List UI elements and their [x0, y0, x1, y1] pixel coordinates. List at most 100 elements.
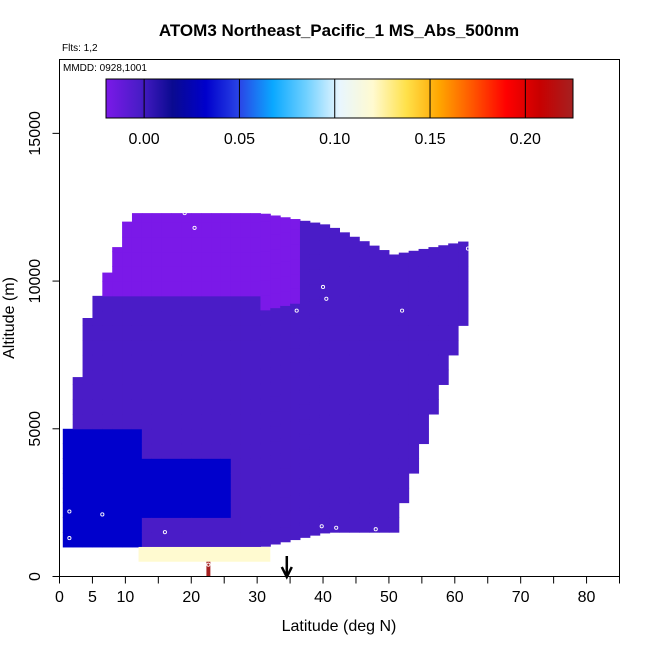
- heatmap-cell: [122, 266, 133, 282]
- heatmap-cell: [102, 443, 113, 459]
- heatmap-cell: [141, 340, 153, 356]
- heatmap-cell: [122, 281, 133, 297]
- heatmap-cell: [359, 251, 370, 267]
- heatmap-cell: [418, 248, 429, 253]
- heatmap-cell: [102, 487, 113, 504]
- heatmap-cell: [201, 281, 212, 297]
- heatmap-cell: [408, 325, 420, 341]
- heatmap-cell: [161, 295, 172, 312]
- heatmap-cell: [240, 517, 252, 533]
- heatmap-cell: [438, 340, 449, 356]
- heatmap-cell: [201, 340, 212, 356]
- heatmap-cell: [191, 428, 202, 445]
- heatmap-cell: [211, 213, 222, 223]
- heatmap-cell: [290, 495, 301, 511]
- heatmap-cell: [220, 354, 232, 371]
- heatmap-cell: [260, 501, 271, 518]
- heatmap-cell: [418, 281, 429, 297]
- heatmap-cell: [438, 354, 449, 371]
- heatmap-cell: [230, 354, 242, 371]
- heatmap-cell: [220, 399, 232, 415]
- heatmap-cell: [438, 295, 449, 312]
- heatmap-cell: [250, 384, 261, 400]
- heatmap-cell: [359, 325, 370, 341]
- heatmap-cell: [122, 502, 133, 518]
- heatmap-cell: [131, 443, 143, 459]
- heatmap-cell: [240, 251, 252, 267]
- heatmap-cell: [112, 502, 123, 518]
- heatmap-cell: [299, 404, 311, 420]
- heatmap-cell: [309, 222, 321, 226]
- heatmap-cell: [309, 254, 321, 270]
- heatmap-cell: [151, 487, 163, 504]
- heatmap-cell: [329, 458, 340, 474]
- heatmap-cell: [458, 241, 469, 253]
- heatmap-cell: [82, 428, 93, 445]
- heatmap-cell: [250, 213, 261, 223]
- heatmap-cell: [428, 354, 439, 371]
- heatmap-cell: [201, 251, 212, 267]
- heatmap-cell: [102, 325, 113, 341]
- heatmap-cell: [201, 369, 212, 385]
- heatmap-cell: [329, 414, 340, 430]
- heatmap-cell: [102, 354, 113, 371]
- heatmap-cell: [388, 310, 400, 326]
- heatmap-cell: [359, 281, 370, 297]
- heatmap-cell: [299, 360, 311, 376]
- heatmap-cell: [329, 384, 340, 400]
- heatmap-cell: [240, 414, 252, 430]
- heatmap-cell: [388, 254, 400, 267]
- heatmap-cell: [191, 325, 202, 341]
- heatmap-cell: [379, 369, 390, 385]
- heatmap-cell: [161, 340, 172, 356]
- heatmap-cell: [161, 236, 172, 253]
- heatmap-cell: [418, 325, 429, 341]
- heatmap-cell: [309, 328, 321, 344]
- heatmap-cell: [408, 251, 420, 267]
- colorbar-tick-label: 0.05: [224, 131, 255, 148]
- heatmap-cell: [191, 532, 202, 548]
- heatmap-cell: [191, 213, 202, 223]
- heatmap-cell: [92, 443, 103, 459]
- heatmap-cell: [141, 532, 153, 548]
- heatmap-cell: [369, 502, 380, 518]
- heatmap-cell: [191, 266, 202, 282]
- heatmap-cell: [349, 458, 360, 474]
- heatmap-cell: [299, 463, 311, 479]
- heatmap-cell: [408, 428, 420, 445]
- colorbar-tick-label: 0.10: [319, 131, 350, 148]
- heatmap-cell: [131, 414, 143, 430]
- heatmap-cell: [428, 384, 439, 400]
- heatmap-cell: [339, 354, 350, 371]
- heatmap-cell: [82, 532, 93, 548]
- heatmap-cell: [141, 325, 153, 341]
- heatmap-cell: [359, 443, 370, 459]
- heatmap-cell: [240, 281, 252, 297]
- heatmap-cell: [309, 298, 321, 315]
- heatmap-cell: [319, 414, 331, 431]
- heatmap-cell: [230, 384, 242, 400]
- x-tick-label: 80: [578, 589, 596, 606]
- heatmap-cell: [131, 369, 143, 385]
- heatmap-cell: [181, 369, 192, 385]
- heatmap-cell: [299, 256, 311, 272]
- heatmap-cell: [359, 473, 370, 489]
- heatmap-cell: [369, 414, 380, 430]
- heatmap-cell: [112, 281, 123, 297]
- heatmap-cell: [92, 502, 103, 518]
- heatmap-cell: [458, 310, 469, 326]
- heatmap-cell: [339, 458, 350, 474]
- heatmap-cell: [102, 281, 113, 297]
- heatmap-cell: [270, 215, 281, 220]
- heatmap-cell: [82, 325, 93, 341]
- heatmap-cell: [280, 512, 291, 528]
- heatmap-cell: [418, 369, 429, 385]
- heatmap-cell: [112, 369, 123, 385]
- heatmap-cell: [151, 517, 163, 533]
- heatmap-cell: [72, 428, 84, 445]
- heatmap-cell: [319, 444, 331, 460]
- heatmap-cell: [319, 429, 331, 445]
- heatmap-cell: [201, 532, 212, 548]
- heatmap-cell: [191, 310, 202, 326]
- heatmap-cell: [92, 458, 103, 474]
